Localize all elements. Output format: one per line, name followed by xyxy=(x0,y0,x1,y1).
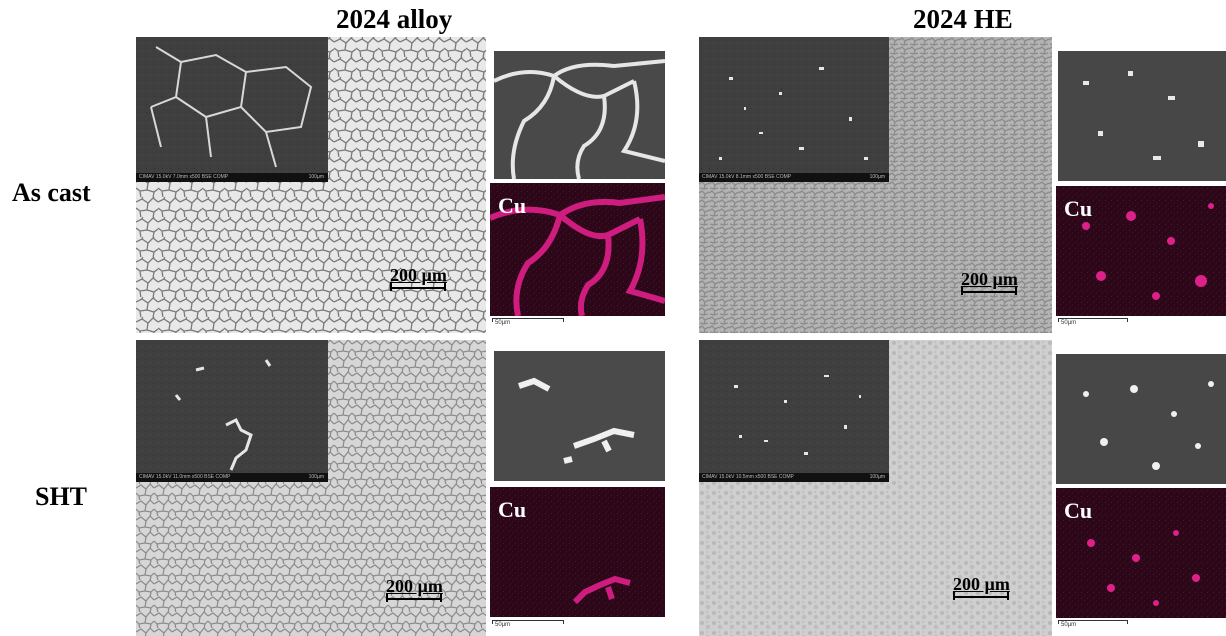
panel-he-as-cast: CIMAV 15.0kV 8.1mm x500 BSE COMP 100µm 20… xyxy=(699,37,1052,333)
edx-scale-bar: 50µm xyxy=(492,620,564,630)
edx-element-label: Cu xyxy=(498,497,527,522)
scale-bar: 200 µm xyxy=(390,265,447,295)
panel-alloy-sht: CIMAV 15.0kV 11.0mm x500 BSE COMP 100µm 2… xyxy=(136,340,486,636)
row-label-sht: SHT xyxy=(35,482,88,511)
panel-alloy-as-cast: CIMAV 15.0kV 7.0mm x500 BSE COMP 100µm 20… xyxy=(136,37,486,333)
edx-element-label: Cu xyxy=(1064,196,1093,221)
column-title-2024-he: 2024 HE xyxy=(913,4,1013,34)
scale-bar: 200 µm xyxy=(961,269,1018,299)
edx-cu-map-he-sht: Cu xyxy=(1056,488,1226,618)
sem-bse-detail-he-as-cast xyxy=(1058,51,1226,181)
sem-bse-detail-he-sht xyxy=(1056,354,1226,484)
sem-bse-inset: CIMAV 15.0kV 10.5mm x500 BSE COMP 100µm xyxy=(699,340,889,482)
sem-bse-inset: CIMAV 15.0kV 8.1mm x500 BSE COMP 100µm xyxy=(699,37,889,182)
edx-cu-map-he-as-cast: Cu xyxy=(1056,186,1226,316)
edx-element-label: Cu xyxy=(1064,498,1093,523)
sem-info-bar: CIMAV 15.0kV 10.5mm x500 BSE COMP 100µm xyxy=(699,473,889,482)
scale-bar: 200 µm xyxy=(386,576,443,606)
sem-info-bar: CIMAV 15.0kV 11.0mm x500 BSE COMP 100µm xyxy=(136,473,328,482)
edx-scale-bar: 50µm xyxy=(492,318,564,328)
column-title-2024-alloy: 2024 alloy xyxy=(336,4,453,34)
sem-bse-detail-alloy-as-cast xyxy=(494,51,665,179)
edx-cu-map-alloy-as-cast: Cu xyxy=(490,183,665,316)
scale-bar: 200 µm xyxy=(953,574,1010,604)
sem-bse-inset: CIMAV 15.0kV 7.0mm x500 BSE COMP 100µm xyxy=(136,37,328,182)
sem-info-bar: CIMAV 15.0kV 8.1mm x500 BSE COMP 100µm xyxy=(699,173,889,182)
sem-info-bar: CIMAV 15.0kV 7.0mm x500 BSE COMP 100µm xyxy=(136,173,328,182)
edx-element-label: Cu xyxy=(498,193,527,218)
edx-cu-map-alloy-sht: Cu xyxy=(490,487,665,617)
row-label-as-cast: As cast xyxy=(12,178,91,207)
edx-scale-bar: 50µm xyxy=(1058,620,1128,630)
panel-he-sht: CIMAV 15.0kV 10.5mm x500 BSE COMP 100µm 2… xyxy=(699,340,1052,636)
sem-bse-inset: CIMAV 15.0kV 11.0mm x500 BSE COMP 100µm xyxy=(136,340,328,482)
sem-bse-detail-alloy-sht xyxy=(494,351,665,481)
edx-scale-bar: 50µm xyxy=(1058,318,1128,328)
